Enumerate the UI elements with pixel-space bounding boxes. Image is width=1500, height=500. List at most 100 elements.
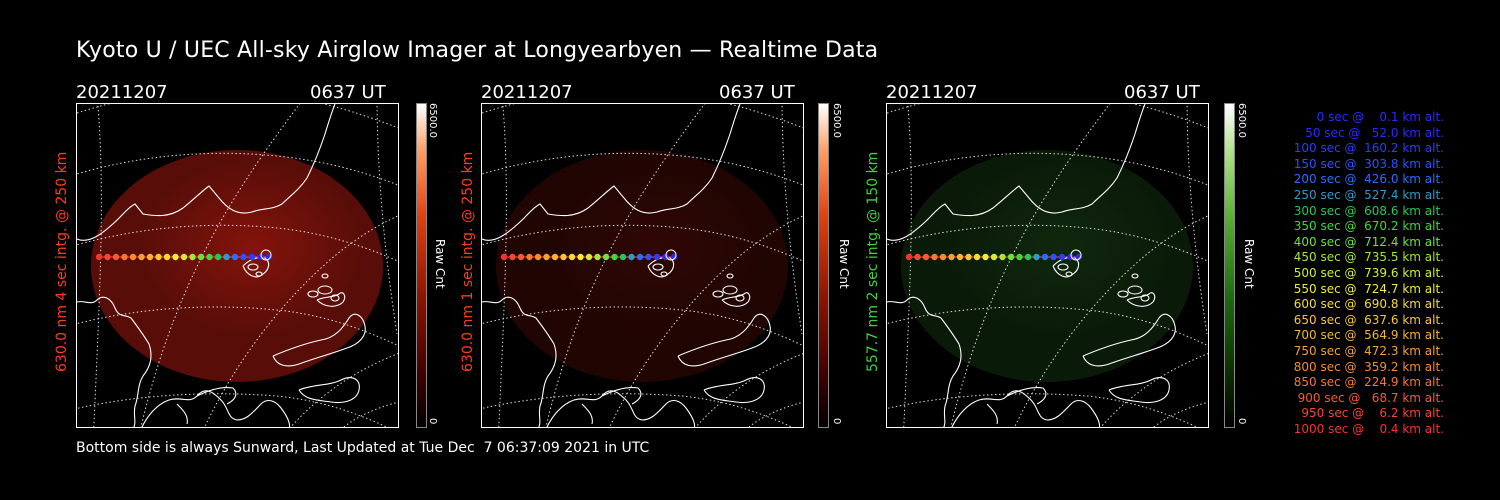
trajectory-point	[628, 253, 635, 261]
trajectory-point	[197, 253, 205, 261]
trajectory-point	[138, 253, 145, 261]
trajectory-point	[95, 253, 103, 261]
trajectory-point	[526, 253, 533, 261]
trajectory-point	[990, 253, 998, 261]
page-title: Kyoto U / UEC All-sky Airglow Imager at …	[76, 38, 879, 63]
altitude-legend: 0 sec @ 0.1 km alt. 50 sec @ 52.0 km alt…	[1268, 110, 1444, 437]
allsky-map	[887, 104, 1208, 427]
trajectory-point	[155, 253, 162, 261]
legend-row: 100 sec @ 160.2 km alt.	[1289, 141, 1444, 156]
trajectory-point	[534, 253, 542, 261]
trajectory-point	[112, 253, 120, 261]
trajectory-point	[214, 253, 222, 261]
trajectory-point	[965, 253, 972, 261]
trajectory-point	[121, 253, 128, 261]
trajectory-point	[999, 253, 1006, 261]
trajectory-point	[172, 253, 179, 261]
allsky-map	[77, 104, 398, 427]
legend-row: 600 sec @ 690.8 km alt.	[1289, 297, 1444, 312]
trajectory-point	[1007, 253, 1015, 261]
panel-3-cbar-label: Raw Cnt	[1242, 239, 1256, 289]
legend-row: 650 sec @ 637.6 km alt.	[1289, 312, 1444, 327]
legend-row: 950 sec @ 6.2 km alt.	[1297, 406, 1444, 421]
trajectory-point	[104, 253, 111, 261]
trajectory-point	[146, 253, 154, 261]
airglow-sky-image	[901, 150, 1193, 382]
panel-1-date: 20211207	[76, 82, 168, 103]
panel-1-cbar-min: 0	[427, 418, 438, 425]
trajectory-point	[248, 253, 256, 261]
coastline	[482, 104, 771, 427]
trajectory-point	[223, 253, 230, 261]
panel-3-date: 20211207	[886, 82, 978, 103]
legend-row: 500 sec @ 739.6 km alt.	[1289, 265, 1444, 280]
trajectory-point	[619, 253, 627, 261]
panel-3-colorbar	[1224, 103, 1235, 428]
trajectory-point	[594, 253, 601, 261]
trajectory-point	[611, 253, 618, 261]
trajectory-point	[509, 253, 516, 261]
panel-3-cbar-min: 0	[1236, 418, 1247, 425]
trajectory-point	[973, 253, 981, 261]
panel-2-image	[481, 103, 804, 428]
legend-row: 900 sec @ 68.7 km alt.	[1293, 390, 1444, 405]
trajectory-point	[129, 253, 137, 261]
panel-3-time: 0637 UT	[1124, 82, 1200, 103]
trajectory-point	[1041, 253, 1049, 261]
trajectory-point	[956, 253, 964, 261]
panel-3-image	[886, 103, 1209, 428]
trajectory-point	[189, 253, 196, 261]
legend-row: 450 sec @ 735.5 km alt.	[1289, 250, 1444, 265]
coastline	[887, 104, 1176, 427]
panel-3-ylabel: 557.7 nm 2 sec intg. @ 150 km	[865, 151, 881, 372]
trajectory-point	[939, 253, 947, 261]
legend-row: 200 sec @ 426.0 km alt.	[1289, 172, 1444, 187]
trajectory-point	[905, 253, 913, 261]
trajectory-track	[95, 249, 273, 261]
trajectory-point	[1050, 253, 1057, 261]
trajectory-point	[645, 253, 652, 261]
panel-1-cbar-max: 6500.0	[427, 103, 438, 138]
trajectory-point	[577, 253, 584, 261]
trajectory-point	[568, 253, 576, 261]
legend-row: 50 sec @ 52.0 km alt.	[1297, 125, 1444, 140]
panel-1-cbar-label: Raw Cnt	[433, 239, 447, 289]
footer-status: Bottom side is always Sunward, Last Upda…	[76, 440, 650, 456]
panel-2-time: 0637 UT	[719, 82, 795, 103]
panel-2-cbar-max: 6500.0	[831, 103, 842, 138]
legend-row: 250 sec @ 527.4 km alt.	[1289, 187, 1444, 202]
panel-1-ylabel: 630.0 nm 4 sec intg. @ 250 km	[54, 151, 70, 372]
legend-row: 800 sec @ 359.2 km alt.	[1289, 359, 1444, 374]
airglow-sky-image	[91, 150, 383, 382]
lat-lon-grid	[77, 104, 398, 427]
trajectory-point	[982, 253, 989, 261]
trajectory-point	[914, 253, 921, 261]
panel-2-colorbar	[818, 103, 829, 428]
trajectory-point	[602, 253, 610, 261]
lat-lon-grid	[482, 104, 803, 427]
legend-row: 0 sec @ 0.1 km alt.	[1305, 110, 1444, 124]
panel-2-cbar-min: 0	[831, 418, 842, 425]
panel-1-colorbar	[416, 103, 427, 428]
lat-lon-grid	[887, 104, 1208, 427]
trajectory-point	[636, 253, 644, 261]
trajectory-track	[905, 249, 1083, 261]
panel-2-cbar-label: Raw Cnt	[837, 239, 851, 289]
airglow-sky-image	[496, 150, 788, 382]
legend-row: 550 sec @ 724.7 km alt.	[1289, 281, 1444, 296]
trajectory-point	[551, 253, 559, 261]
legend-row: 300 sec @ 608.6 km alt.	[1289, 203, 1444, 218]
panel-1-time: 0637 UT	[310, 82, 386, 103]
trajectory-point	[163, 253, 171, 261]
legend-row: 150 sec @ 303.8 km alt.	[1289, 156, 1444, 171]
panel-2-date: 20211207	[481, 82, 573, 103]
trajectory-point	[560, 253, 567, 261]
trajectory-point	[543, 253, 550, 261]
legend-row: 400 sec @ 712.4 km alt.	[1289, 234, 1444, 249]
trajectory-point	[585, 253, 593, 261]
legend-row: 1000 sec @ 0.4 km alt.	[1293, 421, 1444, 436]
trajectory-point	[1024, 253, 1032, 261]
trajectory-point	[1058, 253, 1066, 261]
trajectory-point	[500, 253, 508, 261]
legend-row: 700 sec @ 564.9 km alt.	[1289, 328, 1444, 343]
